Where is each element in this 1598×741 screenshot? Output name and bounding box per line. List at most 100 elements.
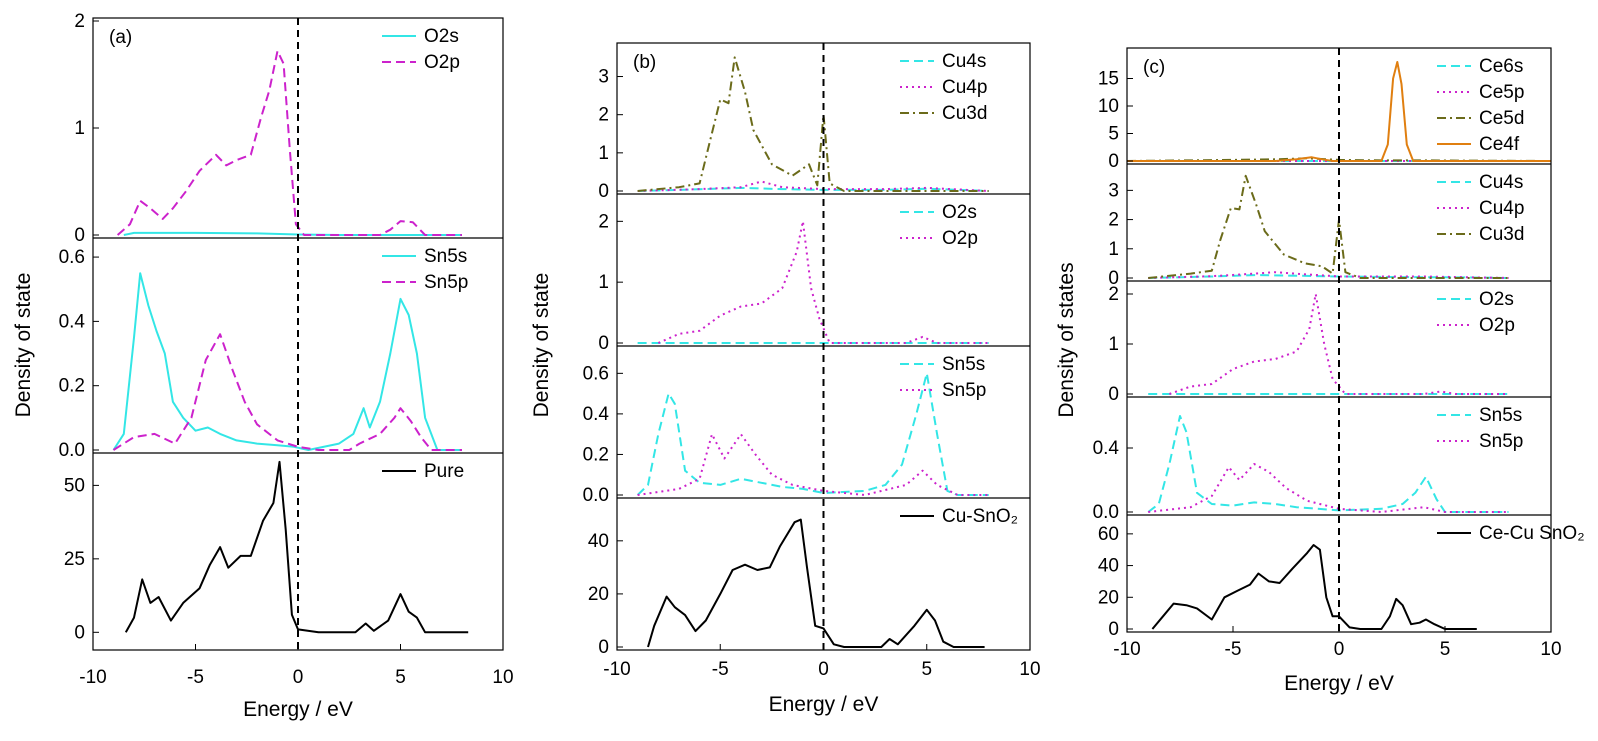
y-tick-label: 0.6: [583, 363, 609, 384]
series-line: [123, 231, 462, 236]
panel-label: (c): [1143, 57, 1165, 78]
y-tick-label: 3: [598, 67, 609, 88]
y-tick-label: 0: [598, 181, 609, 202]
subplot: 0 20 40 60 Ce-Cu SnO₂: [1098, 514, 1585, 640]
y-tick-label: 1: [598, 272, 609, 293]
y-axis-label: Density of states: [1055, 262, 1078, 417]
x-tick-label: 0: [293, 667, 304, 688]
legend-label: Sn5p: [942, 380, 986, 401]
x-axis-label: Energy / eV: [769, 693, 879, 716]
legend-label: Cu3d: [1479, 224, 1524, 245]
legend-label: O2p: [424, 52, 460, 73]
legend-label: O2p: [1479, 315, 1515, 336]
y-tick-label: 0: [1108, 619, 1119, 640]
series-line: [637, 180, 989, 192]
x-tick-label: 5: [921, 659, 932, 680]
y-tick-label: 0.6: [59, 247, 85, 268]
legend-label: Pure: [424, 461, 464, 482]
legend-label: Sn5s: [1479, 405, 1522, 426]
series-line: [1169, 293, 1509, 395]
legend-label: Cu4s: [1479, 172, 1523, 193]
legend-label: Cu4s: [942, 51, 986, 72]
legend-label: Sn5p: [1479, 431, 1523, 452]
y-tick-label: 20: [1098, 587, 1119, 608]
y-tick-label: 0.0: [583, 485, 609, 506]
y-tick-label: 40: [1098, 556, 1119, 577]
legend-label: O2p: [942, 228, 978, 249]
y-tick-label: 0: [74, 622, 85, 643]
series-line: [116, 50, 462, 236]
subplot: 0 1 2 O2s O2p: [1108, 280, 1551, 405]
y-tick-label: 25: [64, 549, 85, 570]
x-tick-label: -5: [1225, 639, 1242, 660]
series-line: [1148, 463, 1509, 513]
y-tick-label: 0: [1108, 384, 1119, 405]
legend-label: Cu4p: [942, 77, 987, 98]
panel-b: 0 1 2 3 Cu4s Cu4p Cu3d 0 1 2 O2s O2p 0.0 0.2 0.4 0.6 Sn5…: [530, 42, 1041, 716]
y-tick-label: 0.4: [59, 311, 86, 332]
panel-label: (a): [109, 27, 132, 48]
y-tick-label: 1: [598, 143, 609, 164]
legend-label: Cu4p: [1479, 198, 1524, 219]
y-tick-label: 0.4: [1093, 438, 1120, 459]
x-axis-label: Energy / eV: [243, 698, 353, 721]
x-tick-label: 5: [1440, 639, 1451, 660]
y-tick-label: 0: [598, 637, 609, 658]
series-line: [657, 220, 989, 344]
y-tick-label: 0: [598, 333, 609, 354]
y-tick-label: 2: [1108, 284, 1119, 305]
legend-label: O2s: [1479, 289, 1514, 310]
y-tick-label: 0.0: [1093, 502, 1119, 523]
y-tick-label: 0: [1108, 151, 1119, 172]
subplot: 0 1 2 3 Cu4s Cu4p Cu3d: [598, 51, 989, 202]
x-tick-label: -10: [603, 659, 630, 680]
legend-label: Ce6s: [1479, 56, 1523, 77]
panel-label: (b): [633, 52, 656, 73]
legend-label: Ce5d: [1479, 108, 1524, 129]
legend-label: Ce5p: [1479, 82, 1524, 103]
y-tick-label: 0.2: [59, 376, 85, 397]
legend-label: Sn5p: [424, 272, 468, 293]
y-tick-label: 3: [1108, 180, 1119, 201]
legend-label: Cu-SnO₂: [942, 506, 1018, 527]
legend-label: Ce4f: [1479, 134, 1520, 155]
x-tick-label: 0: [818, 659, 829, 680]
x-tick-label: -10: [1113, 639, 1140, 660]
x-tick-label: -5: [187, 667, 204, 688]
y-tick-label: 15: [1098, 69, 1119, 90]
y-tick-label: 2: [74, 11, 85, 32]
subplot: 0 20 40 Cu-SnO₂: [588, 497, 1030, 658]
series-line: [112, 272, 462, 451]
subplot: 0 1 2 O2s O2p: [74, 11, 462, 246]
subplot: 0 1 2 O2s O2p: [598, 193, 1030, 354]
y-tick-label: 1: [74, 118, 85, 139]
x-tick-label: 10: [492, 667, 513, 688]
y-tick-label: 20: [588, 584, 609, 605]
y-tick-label: 50: [64, 475, 85, 496]
panel-c: 0 5 10 15 Ce6s Ce5p Ce5d Ce4f 0 1 2 3 Cu4s Cu4p Cu3d 0 1…: [1055, 47, 1585, 695]
series-line: [1148, 271, 1509, 279]
series-line: [1127, 61, 1551, 162]
legend-label: O2s: [424, 26, 459, 47]
y-tick-label: 0.0: [59, 440, 85, 461]
subplot: 0.0 0.2 0.4 0.6 Sn5s Sn5p: [59, 237, 503, 461]
subplot: 0 5 10 15 Ce6s Ce5p Ce5d Ce4f: [1098, 56, 1552, 172]
x-tick-label: 10: [1540, 639, 1561, 660]
series-line: [124, 460, 469, 634]
y-tick-label: 60: [1098, 524, 1119, 545]
y-tick-label: 0.4: [583, 404, 610, 425]
series-line: [636, 372, 989, 496]
y-tick-label: 0.2: [583, 444, 609, 465]
y-tick-label: 2: [1108, 210, 1119, 231]
subplot: 0 25 50 Pure: [64, 452, 503, 643]
series-line: [1148, 174, 1509, 279]
x-tick-label: 5: [395, 667, 406, 688]
y-tick-label: 40: [588, 531, 609, 552]
subplot: 0.0 0.4 Sn5s Sn5p: [1093, 396, 1551, 523]
y-tick-label: 1: [1108, 334, 1119, 355]
subplot: 0.0 0.2 0.4 0.6 Sn5s Sn5p: [583, 345, 1030, 506]
series-line: [637, 56, 989, 192]
series-line: [1151, 544, 1477, 630]
